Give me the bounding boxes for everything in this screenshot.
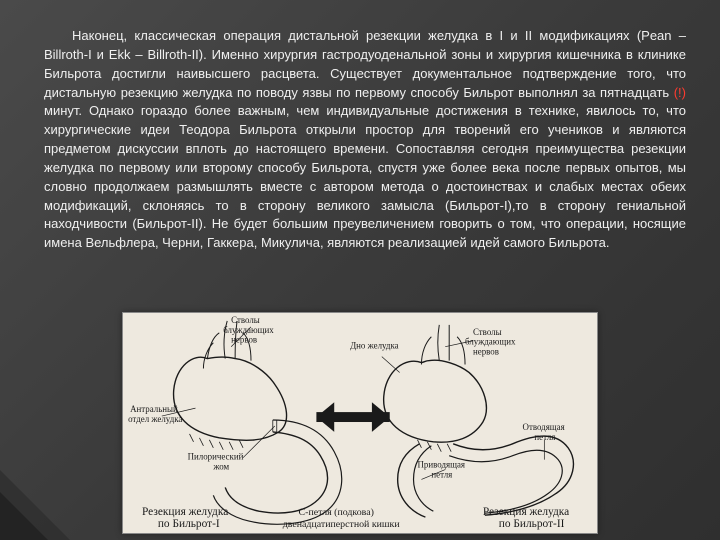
- double-arrow-icon: [316, 402, 389, 432]
- lbl-efferent-2: петля: [534, 432, 555, 442]
- para-text-prefix: Наконец, классическая операция дистально…: [44, 28, 686, 100]
- slide: Наконец, классическая операция дистально…: [0, 0, 720, 540]
- lbl-antrum-2: отдел желудка: [128, 414, 182, 424]
- body-paragraph: Наконец, классическая операция дистально…: [44, 27, 686, 253]
- figure-svg: Стволы блуждающих нервов Дно желудка Ств…: [123, 313, 597, 533]
- lbl-vagus-right-1: Стволы: [473, 327, 502, 337]
- lbl-antrum-1: Антральный: [130, 404, 178, 414]
- caption-right-1: Резекция желудка: [483, 506, 569, 518]
- lbl-pylor-1: Пилорический: [188, 452, 244, 462]
- para-text-suffix: минут. Однако гораздо более важным, чем …: [44, 103, 686, 250]
- lbl-afferent-1: Приводящая: [417, 460, 465, 470]
- lbl-vagus-right-3: нервов: [473, 347, 499, 357]
- caption-right-2: по Бильрот-II: [499, 518, 565, 530]
- caption-mid-2: двенадцатиперстной кишки: [283, 519, 401, 530]
- para-text-exclaim: (!): [674, 85, 686, 100]
- figure: Стволы блуждающих нервов Дно желудка Ств…: [122, 312, 598, 534]
- caption-mid-1: С-петля (подкова): [299, 507, 374, 518]
- lbl-fundus: Дно желудка: [350, 341, 399, 351]
- lbl-vagus-right-2: блуждающих: [465, 337, 516, 347]
- lbl-vagus-left-3: нервов: [231, 335, 257, 345]
- lbl-afferent-2: петля: [431, 470, 452, 480]
- lbl-vagus-left-1: Стволы: [231, 315, 260, 325]
- lbl-pylor-2: жом: [212, 462, 229, 472]
- caption-left-1: Резекция желудка: [142, 506, 228, 518]
- lbl-efferent-1: Отводящая: [523, 422, 565, 432]
- lbl-vagus-left-2: блуждающих: [223, 325, 274, 335]
- caption-left-2: по Бильрот-I: [158, 518, 220, 530]
- corner-decoration-inner: [0, 492, 48, 540]
